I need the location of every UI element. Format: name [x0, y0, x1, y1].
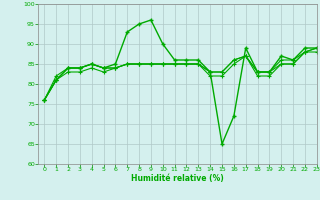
X-axis label: Humidité relative (%): Humidité relative (%) — [131, 174, 224, 183]
